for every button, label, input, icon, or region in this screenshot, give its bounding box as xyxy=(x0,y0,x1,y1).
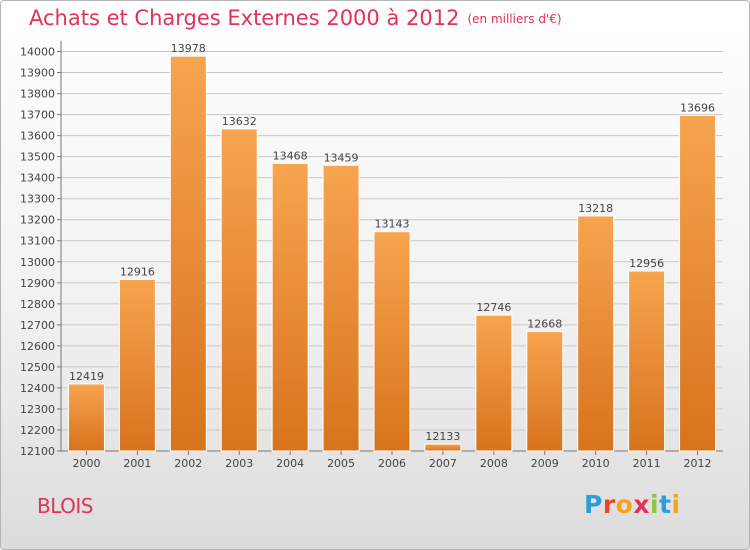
logo-letter: i xyxy=(650,490,660,519)
x-tick-label: 2005 xyxy=(327,457,355,470)
logo-letter: r xyxy=(602,490,616,519)
y-tick-label: 12300 xyxy=(20,403,55,416)
y-tick-label: 12600 xyxy=(20,340,55,353)
bar-value-label: 13632 xyxy=(222,115,257,128)
x-tick-label: 2007 xyxy=(429,457,457,470)
x-tick-label: 2004 xyxy=(276,457,304,470)
x-tick-label: 2006 xyxy=(378,457,406,470)
bar xyxy=(118,278,156,452)
proxiti-logo: Proxiti xyxy=(584,490,681,519)
y-tick-label: 12200 xyxy=(20,424,55,437)
bar xyxy=(67,383,105,452)
logo-letter: o xyxy=(615,490,634,519)
y-tick-label: 13500 xyxy=(20,151,55,164)
bar xyxy=(475,314,513,452)
bar-value-label: 12916 xyxy=(120,265,155,278)
bar xyxy=(526,331,564,452)
bar-value-label: 13218 xyxy=(578,202,613,215)
y-tick-label: 12800 xyxy=(20,298,55,311)
bar xyxy=(628,270,666,452)
y-tick-label: 13100 xyxy=(20,235,55,248)
chart-title-text: Achats et Charges Externes 2000 à 2012 xyxy=(29,6,460,30)
bar xyxy=(220,128,258,452)
x-tick-label: 2003 xyxy=(225,457,253,470)
bar xyxy=(679,114,717,452)
y-tick-label: 13000 xyxy=(20,256,55,269)
x-tick-label: 2011 xyxy=(633,457,661,470)
x-tick-label: 2009 xyxy=(531,457,559,470)
bar-value-label: 12133 xyxy=(425,430,460,443)
logo-letter: i xyxy=(671,490,681,519)
x-tick-label: 2000 xyxy=(72,457,100,470)
y-tick-label: 13900 xyxy=(20,67,55,80)
x-tick-label: 2012 xyxy=(684,457,712,470)
x-tick-label: 2001 xyxy=(123,457,151,470)
x-tick-label: 2002 xyxy=(174,457,202,470)
y-tick-label: 12900 xyxy=(20,277,55,290)
bar xyxy=(373,231,411,452)
bar-value-label: 12956 xyxy=(629,257,664,270)
x-tick-label: 2010 xyxy=(582,457,610,470)
logo-letter: t xyxy=(659,490,672,519)
y-tick-label: 12500 xyxy=(20,361,55,374)
y-tick-label: 13200 xyxy=(20,214,55,227)
bar xyxy=(424,443,462,452)
chart-title: Achats et Charges Externes 2000 à 2012 (e… xyxy=(29,6,562,30)
bar-value-label: 13978 xyxy=(171,42,206,55)
y-tick-label: 13800 xyxy=(20,88,55,101)
bar xyxy=(322,164,360,452)
logo-letter: P xyxy=(584,490,603,519)
bar xyxy=(169,55,207,452)
y-tick-label: 13700 xyxy=(20,109,55,122)
bar-value-label: 13468 xyxy=(273,149,308,162)
logo-letter: x xyxy=(633,490,650,519)
bar-value-label: 12419 xyxy=(69,370,104,383)
y-tick-label: 13300 xyxy=(20,193,55,206)
bar xyxy=(577,215,615,452)
y-tick-label: 12700 xyxy=(20,319,55,332)
y-tick-label: 13600 xyxy=(20,130,55,143)
bar-value-label: 13459 xyxy=(324,151,359,164)
chart-subtitle: (en milliers d'€) xyxy=(467,12,562,26)
x-tick-label: 2008 xyxy=(480,457,508,470)
bar-value-label: 13143 xyxy=(375,218,410,231)
bar-value-label: 12668 xyxy=(527,318,562,331)
y-tick-label: 14000 xyxy=(20,46,55,59)
bar-value-label: 13696 xyxy=(680,101,715,114)
city-label: BLOIS xyxy=(37,494,94,518)
bar xyxy=(271,162,309,452)
bar-value-label: 12746 xyxy=(476,301,511,314)
y-tick-label: 13400 xyxy=(20,172,55,185)
y-tick-label: 12100 xyxy=(20,445,55,458)
y-tick-label: 12400 xyxy=(20,382,55,395)
